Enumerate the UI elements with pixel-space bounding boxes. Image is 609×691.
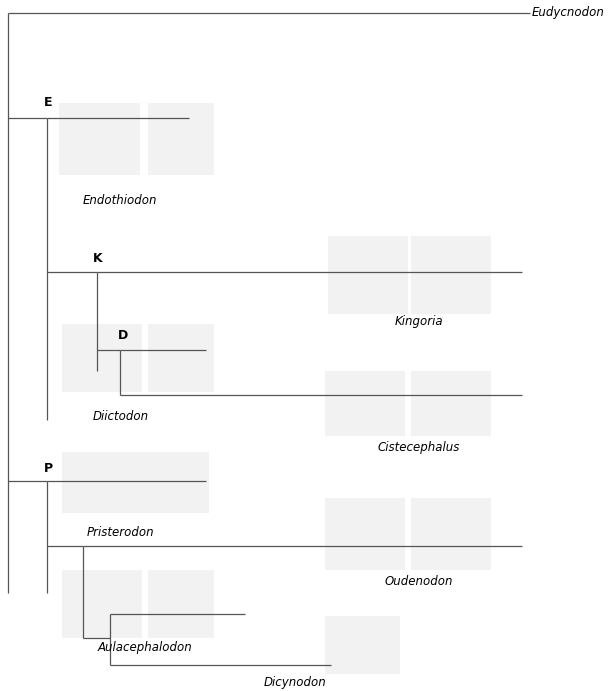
Bar [325, 372, 405, 436]
Text: Dicynodon: Dicynodon [263, 676, 326, 689]
Bar [410, 498, 491, 569]
Text: K: K [93, 252, 102, 265]
Text: Aulacephalodon: Aulacephalodon [98, 641, 192, 654]
Bar [410, 236, 491, 314]
Text: Eudycnodon: Eudycnodon [531, 6, 604, 19]
Text: Pristerodon: Pristerodon [86, 526, 154, 538]
Bar [60, 103, 139, 175]
Bar [148, 570, 214, 638]
Text: Endothiodon: Endothiodon [83, 193, 158, 207]
Text: P: P [44, 462, 53, 475]
Text: D: D [118, 329, 128, 342]
Bar [62, 324, 143, 392]
Bar [148, 103, 214, 175]
Bar [143, 451, 209, 513]
Text: Oudenodon: Oudenodon [385, 575, 453, 588]
Bar [328, 236, 408, 314]
Bar [410, 372, 491, 436]
Bar [325, 616, 400, 674]
Bar [325, 498, 405, 569]
Text: Kingoria: Kingoria [395, 315, 443, 328]
Bar [62, 570, 143, 638]
Bar [62, 451, 143, 513]
Text: Cistecephalus: Cistecephalus [378, 442, 460, 455]
Text: E: E [44, 96, 52, 109]
Bar [148, 324, 214, 392]
Text: Diictodon: Diictodon [92, 410, 149, 423]
